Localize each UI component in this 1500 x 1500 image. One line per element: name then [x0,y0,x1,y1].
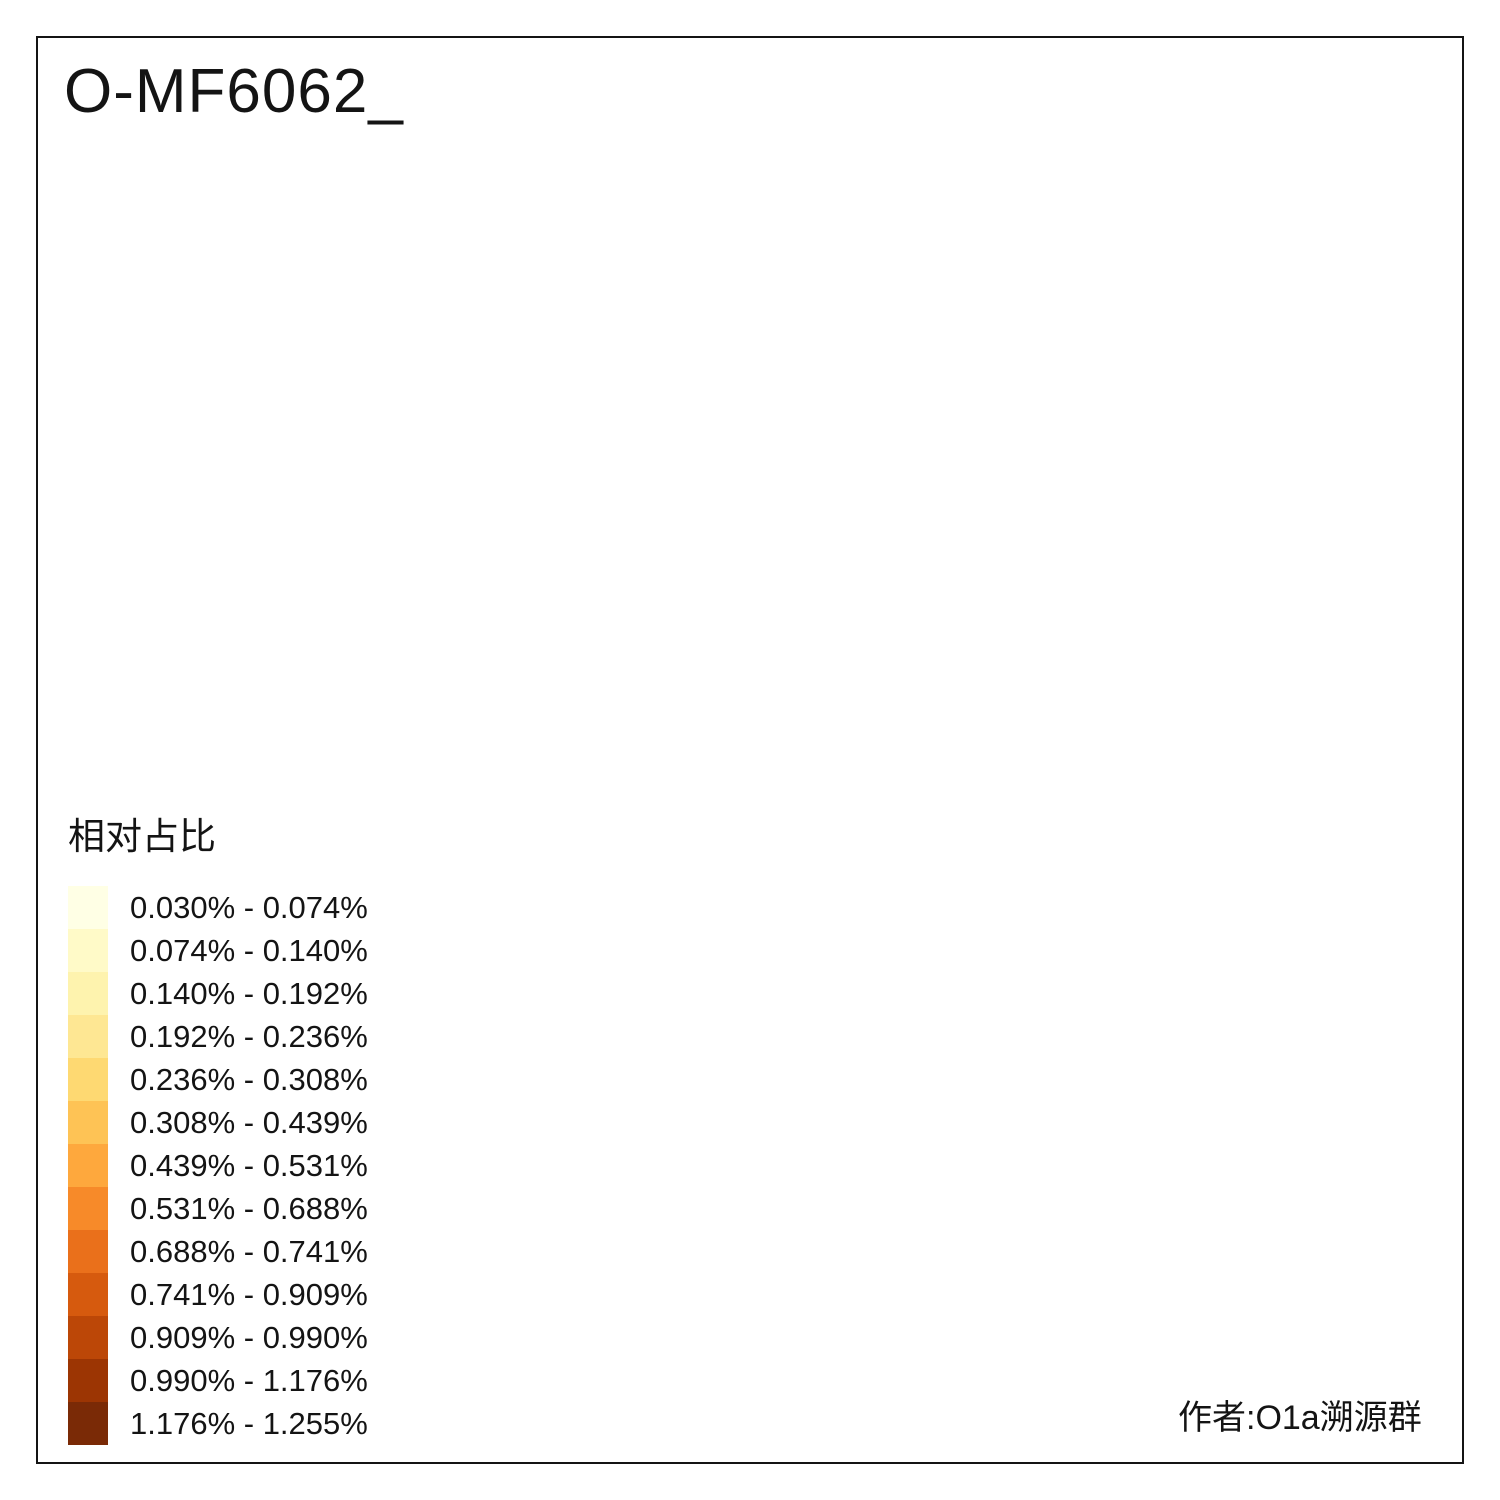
legend-swatch [68,1101,108,1144]
legend-item: 0.990% - 1.176% [68,1359,368,1402]
legend-label: 0.990% - 1.176% [130,1362,368,1398]
legend-swatch [68,929,108,972]
legend-label: 0.741% - 0.909% [130,1276,368,1312]
legend-item: 1.176% - 1.255% [68,1402,368,1445]
legend-title: 相对占比 [68,816,216,857]
legend-swatch [68,1230,108,1273]
attribution: 作者:O1a溯源群 [1178,1399,1422,1437]
legend-label: 0.192% - 0.236% [130,1018,368,1054]
legend-item: 0.909% - 0.990% [68,1316,368,1359]
legend-label: 0.140% - 0.192% [130,975,368,1011]
legend-item: 0.531% - 0.688% [68,1187,368,1230]
legend-swatch [68,1144,108,1187]
legend-label: 0.308% - 0.439% [130,1104,368,1140]
legend-item: 0.030% - 0.074% [68,886,368,929]
legend-item: 0.074% - 0.140% [68,929,368,972]
plot-border [36,36,1464,1464]
legend-item: 0.140% - 0.192% [68,972,368,1015]
legend-label: 1.176% - 1.255% [130,1405,368,1441]
legend-label: 0.531% - 0.688% [130,1190,368,1226]
legend-swatch [68,1187,108,1230]
legend-swatch [68,1058,108,1101]
legend-swatch [68,1316,108,1359]
legend-item: 0.741% - 0.909% [68,1273,368,1316]
legend-swatch [68,1015,108,1058]
legend-items: 0.030% - 0.074% 0.074% - 0.140% 0.140% - 0… [68,886,368,1445]
legend-label: 0.439% - 0.531% [130,1147,368,1183]
legend-label: 0.909% - 0.990% [130,1319,368,1355]
legend-item: 0.192% - 0.236% [68,1015,368,1058]
legend-label: 0.688% - 0.741% [130,1233,368,1269]
legend-swatch [68,1402,108,1445]
legend-label: 0.074% - 0.140% [130,932,368,968]
legend-swatch [68,1359,108,1402]
legend-item: 0.439% - 0.531% [68,1144,368,1187]
map-legend: 相对占比 0.030% - 0.074% 0.074% - 0.140% 0.140… [68,806,368,1445]
legend-label: 0.030% - 0.074% [130,889,368,925]
legend-swatch [68,1273,108,1316]
legend-item: 0.688% - 0.741% [68,1230,368,1273]
legend-swatch [68,972,108,1015]
legend-item: 0.308% - 0.439% [68,1101,368,1144]
legend-label: 0.236% - 0.308% [130,1061,368,1097]
legend-swatch [68,886,108,929]
figure-title: O-MF6062_ [64,57,404,126]
legend-item: 0.236% - 0.308% [68,1058,368,1101]
